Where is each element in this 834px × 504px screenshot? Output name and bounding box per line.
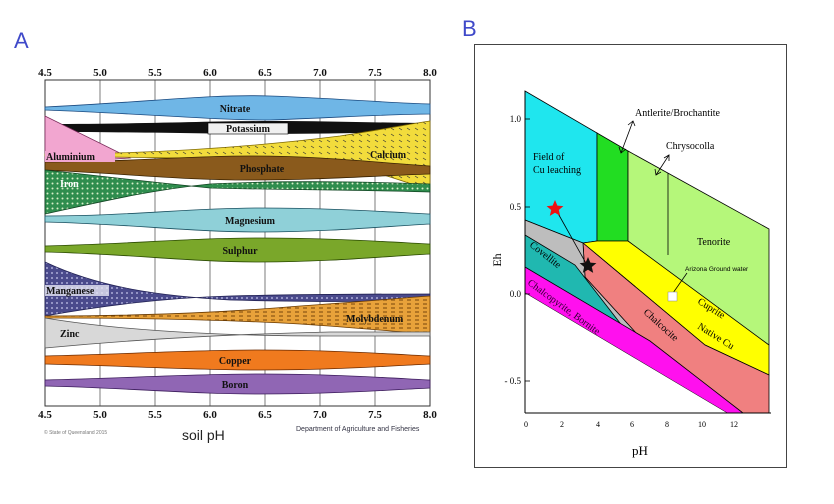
field-label: Field of [533, 152, 565, 163]
magnesium-label: Magnesium [225, 216, 276, 227]
boron-label: Boron [222, 380, 249, 391]
top-tick-label: 5.0 [93, 67, 107, 79]
top-tick-label: 6.0 [203, 67, 217, 79]
groundwater-marker [667, 291, 678, 302]
y-tick-label: 0.5 [510, 202, 522, 212]
y-tick-label: - 0.5 [505, 376, 522, 386]
bottom-tick-label: 6.5 [258, 409, 272, 421]
tenorite-label: Tenorite [697, 237, 731, 248]
y-axis-label: Eh [490, 253, 504, 266]
x-tick-label: 4 [596, 420, 600, 429]
arizona-label: Arizona Ground water [685, 266, 749, 273]
panel-b-letter: B [462, 16, 477, 41]
zinc-label: Zinc [60, 329, 80, 340]
groundwater-arrow [672, 272, 688, 294]
top-tick-label: 6.5 [258, 67, 272, 79]
bottom-tick-label: 5.5 [148, 409, 162, 421]
bottom-tick-label: 5.0 [93, 409, 107, 421]
credit-text: Department of Agriculture and Fisheries [296, 426, 420, 433]
zinc-band [44, 317, 431, 349]
top-tick-label: 8.0 [423, 67, 437, 79]
magnesium-band [44, 207, 431, 233]
y-tick-label: 0.0 [510, 289, 522, 299]
bottom-tick-label: 4.5 [38, 409, 52, 421]
chrysocolla-label: Chrysocolla [666, 141, 715, 152]
field-label-line2: Cu leaching [533, 165, 581, 176]
sulphur-label: Sulphur [222, 246, 258, 257]
aluminium-label: Aluminium [46, 152, 96, 163]
copyright-text: © State of Queensland 2015 [44, 430, 108, 436]
copper-label: Copper [219, 356, 252, 367]
iron-label: Iron [60, 179, 79, 190]
antlerite-label: Antlerite/Brochantite [635, 108, 721, 119]
panel-a-letter: A [14, 28, 29, 53]
black-star-marker [579, 257, 597, 273]
potassium-label: Potassium [226, 124, 271, 135]
sulphur-band [44, 237, 431, 263]
boron-band [44, 373, 431, 395]
x-tick-label: 2 [560, 420, 564, 429]
x-tick-label: 12 [730, 420, 738, 429]
x-tick-label: 8 [665, 420, 669, 429]
phosphate-label: Phosphate [240, 164, 285, 175]
molybdenum-label: Molybdenum [346, 314, 404, 325]
x-axis-label: pH [632, 443, 648, 458]
top-tick-label: 7.5 [368, 67, 382, 79]
red-star-marker [546, 200, 564, 216]
antlerite-region [596, 132, 629, 242]
eh-ph-diagram-panel: 1.0 0.5 0.0 - 0.5 0 2 4 6 8 10 12 pH Eh … [474, 44, 787, 468]
antlerite-arrow [620, 120, 634, 154]
iron-band [44, 169, 431, 215]
bottom-tick-label: 7.5 [368, 409, 382, 421]
x-tick-label: 6 [630, 420, 634, 429]
y-tick-label: 1.0 [510, 114, 522, 124]
star-connector [554, 207, 588, 266]
chrysocolla-arrow [655, 154, 670, 176]
top-tick-label: 7.0 [313, 67, 327, 79]
manganese-band [44, 261, 431, 317]
top-tick-label: 5.5 [148, 67, 162, 79]
bottom-tick-label: 6.0 [203, 409, 217, 421]
bottom-tick-label: 7.0 [313, 409, 327, 421]
x-tick-label: 10 [698, 420, 706, 429]
eh-ph-diagram: 1.0 0.5 0.0 - 0.5 0 2 4 6 8 10 12 pH Eh … [490, 90, 771, 458]
top-tick-label: 4.5 [38, 67, 52, 79]
phosphate-band [44, 155, 431, 181]
x-axis-label: soil pH [182, 427, 225, 443]
copper-band [44, 349, 431, 371]
calcium-label: Calcium [370, 150, 407, 161]
nitrate-label: Nitrate [220, 104, 251, 115]
manganese-label: Manganese [46, 286, 95, 297]
x-tick-label: 0 [524, 420, 528, 429]
nutrient-availability-chart: 4.5 5.0 5.5 6.0 6.5 7.0 7.5 8.0 4.5 5.0 … [38, 67, 437, 421]
bottom-tick-label: 8.0 [423, 409, 437, 421]
